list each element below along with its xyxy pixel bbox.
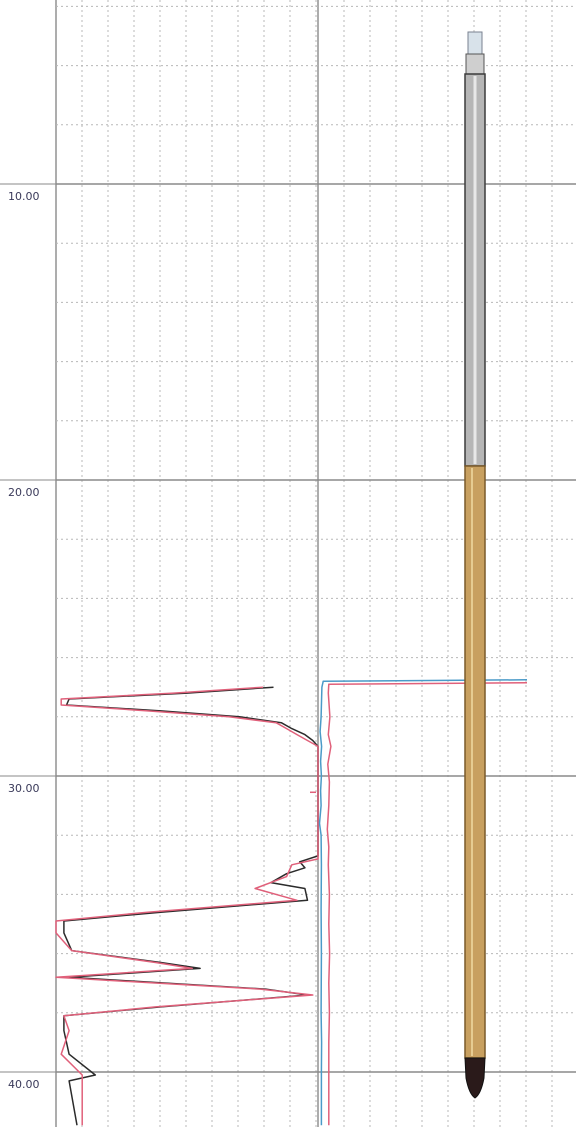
depth-tick-label-3: 40.00 — [8, 1078, 40, 1091]
series-line-2 — [318, 679, 528, 1126]
series-line-0 — [63, 686, 319, 1126]
depth-tick-label-2: 30.00 — [8, 782, 40, 795]
probe-tip — [464, 1057, 486, 1099]
series-line-3 — [326, 682, 528, 1126]
series-line-1 — [55, 686, 319, 1126]
probe-cap — [467, 31, 483, 55]
probe-sleeve — [464, 465, 486, 1059]
probe-illustration — [464, 31, 486, 1099]
depth-tick-label-0: 10.00 — [8, 190, 40, 203]
traces — [55, 679, 528, 1126]
depth-axis: 10.00 20.00 30.00 40.00 — [8, 190, 40, 1091]
probe-head — [465, 53, 485, 75]
depth-tick-label-1: 20.00 — [8, 486, 40, 499]
